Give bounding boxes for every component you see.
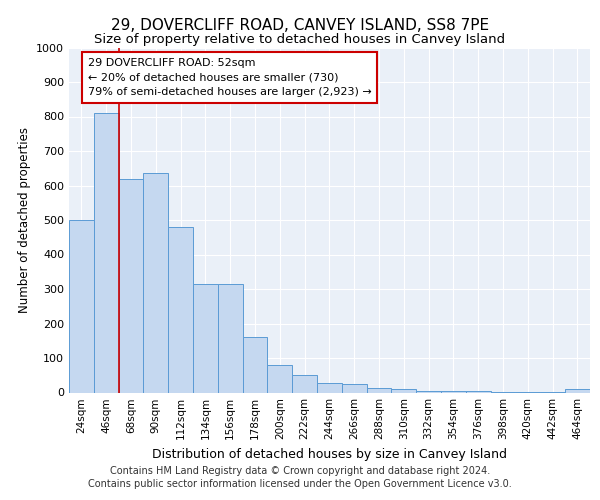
Bar — [268, 365, 292, 392]
Bar — [143, 174, 168, 392]
Text: 29, DOVERCLIFF ROAD, CANVEY ISLAND, SS8 7PE: 29, DOVERCLIFF ROAD, CANVEY ISLAND, SS8 … — [111, 18, 489, 32]
Text: Contains HM Land Registry data © Crown copyright and database right 2024.: Contains HM Land Registry data © Crown c… — [110, 466, 490, 476]
Bar — [367, 388, 391, 392]
Bar — [416, 391, 441, 392]
Text: Contains public sector information licensed under the Open Government Licence v3: Contains public sector information licen… — [88, 479, 512, 489]
Bar — [292, 375, 317, 392]
Text: Size of property relative to detached houses in Canvey Island: Size of property relative to detached ho… — [94, 32, 506, 46]
Bar — [317, 383, 342, 392]
Bar — [218, 284, 242, 393]
Bar — [94, 113, 119, 392]
X-axis label: Distribution of detached houses by size in Canvey Island: Distribution of detached houses by size … — [152, 448, 507, 461]
Bar — [441, 391, 466, 392]
Bar — [242, 338, 268, 392]
Bar — [119, 178, 143, 392]
Bar — [565, 389, 590, 392]
Bar — [168, 227, 193, 392]
Bar — [391, 389, 416, 392]
Bar — [342, 384, 367, 392]
Bar — [69, 220, 94, 392]
Y-axis label: Number of detached properties: Number of detached properties — [17, 127, 31, 313]
Text: 29 DOVERCLIFF ROAD: 52sqm
← 20% of detached houses are smaller (730)
79% of semi: 29 DOVERCLIFF ROAD: 52sqm ← 20% of detac… — [88, 58, 371, 98]
Bar — [193, 284, 218, 393]
